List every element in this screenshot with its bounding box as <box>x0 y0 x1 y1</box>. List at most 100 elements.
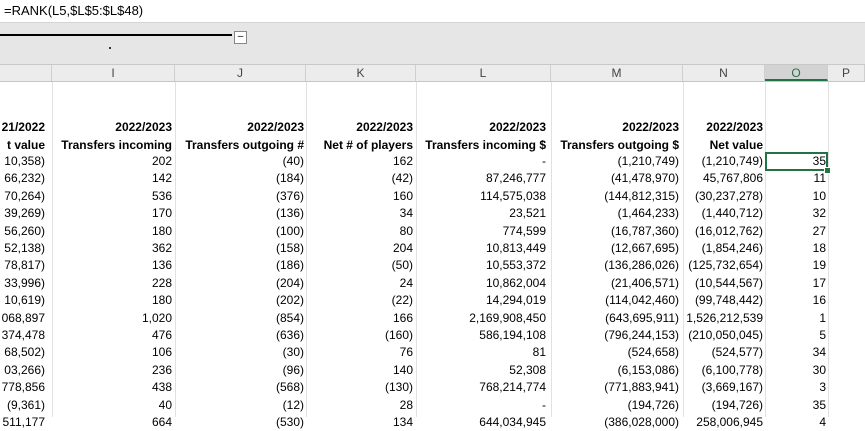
cell[interactable]: (3,669,167) <box>701 380 763 395</box>
cell[interactable]: 35 <box>812 154 826 168</box>
cell[interactable]: (636) <box>275 328 304 342</box>
cell[interactable]: 52,138) <box>4 241 45 255</box>
cell[interactable]: (202) <box>275 293 304 308</box>
cell[interactable]: (210,050,045) <box>688 328 763 342</box>
cell[interactable]: 536 <box>151 188 172 203</box>
cell[interactable]: 142 <box>151 171 172 186</box>
cell[interactable]: (125,732,654) <box>688 258 763 273</box>
cell[interactable]: 374,478 <box>1 328 45 342</box>
cell[interactable]: 34 <box>812 345 826 360</box>
column-header-m[interactable]: M <box>551 65 683 81</box>
cell[interactable]: (1,210,749) <box>617 154 679 168</box>
cell[interactable]: 202 <box>151 154 172 168</box>
cell[interactable]: Net value <box>709 138 763 152</box>
cell[interactable]: (1,210,749) <box>701 154 763 168</box>
column-header-i[interactable]: I <box>52 65 175 81</box>
cell[interactable]: (158) <box>275 241 304 255</box>
cell[interactable]: 768,214,774 <box>479 380 546 395</box>
column-header-k[interactable]: K <box>306 65 416 81</box>
cell[interactable]: 778,856 <box>1 380 45 395</box>
cell[interactable]: Transfers incoming $ <box>425 138 546 152</box>
cell[interactable]: (796,244,153) <box>604 328 679 342</box>
cell[interactable]: 39,269) <box>4 206 45 221</box>
cell[interactable]: 2022/2023 <box>356 120 413 134</box>
cell[interactable]: (184) <box>275 171 304 186</box>
cell[interactable]: (30,237,278) <box>694 188 763 203</box>
cell[interactable]: (114,042,460) <box>605 293 679 308</box>
active-cell-outline[interactable] <box>765 152 828 171</box>
cell[interactable]: 2022/2023 <box>489 120 546 134</box>
cell[interactable]: 204 <box>392 241 413 255</box>
cell[interactable]: 228 <box>151 275 172 290</box>
cell[interactable]: Net # of players <box>323 138 413 152</box>
cell[interactable]: (99,748,442) <box>694 293 763 308</box>
cell[interactable]: 136 <box>151 258 172 273</box>
collapse-button[interactable]: – <box>234 31 247 44</box>
cell[interactable]: 11 <box>813 171 826 186</box>
column-header-j[interactable]: J <box>175 65 306 81</box>
cell[interactable]: (643,695,911) <box>605 310 679 325</box>
cell[interactable]: 28 <box>399 397 413 412</box>
cell[interactable]: (524,658) <box>627 345 679 360</box>
formula-bar[interactable]: =RANK(L5,$L$5:$L$48) <box>0 0 865 23</box>
cell[interactable]: Transfers outgoing $ <box>560 138 679 152</box>
cell[interactable]: (100) <box>275 223 304 238</box>
cell[interactable]: (194,726) <box>627 397 679 412</box>
cell[interactable]: 10 <box>812 188 826 203</box>
cell[interactable]: (6,153,086) <box>617 362 679 377</box>
cell[interactable]: 32 <box>812 206 826 221</box>
cell[interactable]: 03,266) <box>4 362 45 377</box>
cell[interactable]: 18 <box>812 241 826 255</box>
cell[interactable]: 162 <box>392 154 413 168</box>
cell[interactable]: 2022/2023 <box>706 120 763 134</box>
cell[interactable]: - <box>542 397 546 412</box>
cell[interactable]: 45,767,806 <box>702 171 763 186</box>
cell[interactable]: (40) <box>282 154 304 168</box>
cell[interactable]: (524,577) <box>711 345 763 360</box>
cell[interactable]: 40 <box>158 397 172 412</box>
cell[interactable]: 52,308 <box>509 362 546 377</box>
cell[interactable]: 70,264) <box>4 188 45 203</box>
cell[interactable]: 17 <box>812 275 826 290</box>
cell[interactable]: (41,478,970) <box>610 171 679 186</box>
cell[interactable]: (854) <box>275 310 304 325</box>
cell[interactable]: (130) <box>384 380 413 395</box>
cell[interactable]: 068,897 <box>1 310 45 325</box>
cell[interactable]: 1,526,212,539 <box>686 310 763 325</box>
cell[interactable]: 236 <box>151 362 172 377</box>
cell[interactable]: 5 <box>819 328 826 342</box>
cell[interactable]: (9,361) <box>6 397 45 412</box>
cell[interactable]: (144,812,315) <box>604 188 679 203</box>
cell[interactable]: t value <box>6 138 45 152</box>
cell[interactable]: (12,667,695) <box>610 241 679 255</box>
cell[interactable]: 24 <box>399 275 413 290</box>
cell[interactable]: 16 <box>812 293 826 308</box>
column-header-p[interactable]: P <box>828 65 865 81</box>
cell[interactable]: 114,575,038 <box>480 188 546 203</box>
cell[interactable]: (568) <box>275 380 304 395</box>
cell[interactable]: 66,232) <box>4 171 45 186</box>
cell[interactable]: 2,169,908,450 <box>469 310 546 325</box>
cell[interactable]: 774,599 <box>502 223 546 238</box>
cell[interactable]: (160) <box>384 328 413 342</box>
cell[interactable]: 2022/2023 <box>622 120 679 134</box>
cell[interactable]: 106 <box>151 345 172 360</box>
cell[interactable]: (96) <box>282 362 304 377</box>
cell[interactable]: - <box>542 154 546 168</box>
cell[interactable]: (50) <box>391 258 413 273</box>
cell[interactable]: 476 <box>151 328 172 342</box>
cell[interactable]: 21/2022 <box>1 120 45 134</box>
cell[interactable]: (1,854,246) <box>701 241 763 255</box>
cell[interactable]: 30 <box>812 362 826 377</box>
cell[interactable]: (136) <box>275 206 304 221</box>
cell[interactable]: (16,012,762) <box>694 223 763 238</box>
column-header-o[interactable]: O <box>765 65 828 81</box>
cell[interactable]: Transfers incoming <box>61 138 172 152</box>
cell[interactable]: (1,440,712) <box>701 206 763 221</box>
fill-handle[interactable] <box>824 167 831 174</box>
cell[interactable]: 10,862,004 <box>485 275 546 290</box>
cell[interactable]: 80 <box>399 223 413 238</box>
cell[interactable]: (12) <box>282 397 304 412</box>
cell[interactable]: 34 <box>399 206 413 221</box>
cell[interactable]: 2022/2023 <box>247 120 304 134</box>
